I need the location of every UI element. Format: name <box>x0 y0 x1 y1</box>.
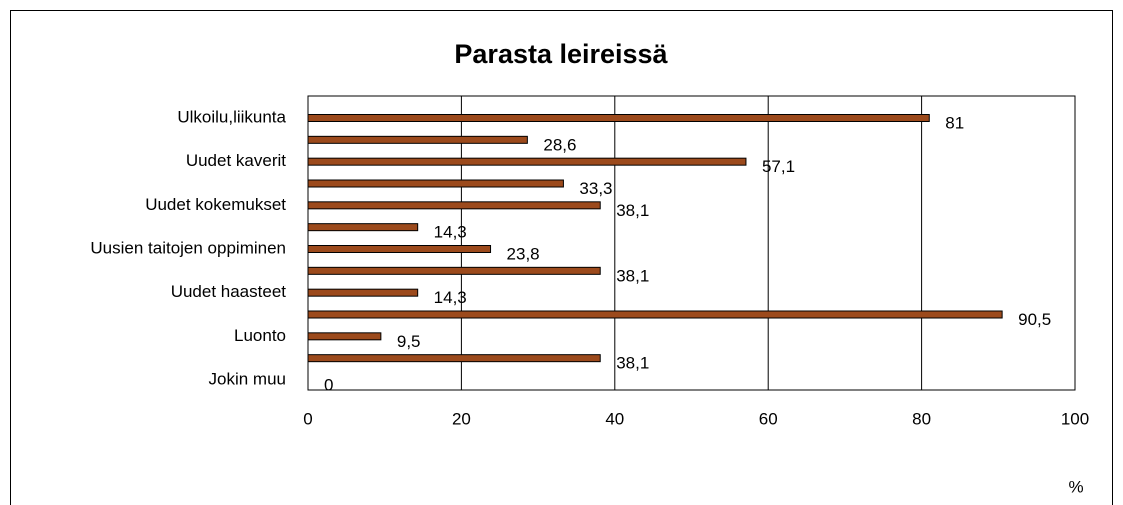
data-label: 14,3 <box>434 288 467 307</box>
y-tick-label: Uudet kokemukset <box>145 195 286 214</box>
bar <box>307 245 492 253</box>
y-tick-label: Uusien taitojen oppiminen <box>90 238 286 257</box>
y-tick-label: Uudet kaverit <box>186 151 286 170</box>
bar <box>307 201 601 210</box>
bar <box>307 157 747 166</box>
x-tick-label: 0 <box>303 409 312 428</box>
y-tick-label: Luonto <box>234 326 286 345</box>
x-tick-label: 100 <box>1061 409 1089 428</box>
chart-frame <box>10 10 1113 505</box>
data-label: 38,1 <box>616 201 649 220</box>
y-tick-label: Jokin muu <box>209 369 286 388</box>
chart-title: Parasta leireissä <box>454 39 668 69</box>
data-label: 81 <box>945 113 964 132</box>
bar <box>307 223 419 232</box>
bar <box>307 114 930 122</box>
data-label: 9,5 <box>397 332 421 351</box>
data-label: 28,6 <box>543 135 576 154</box>
y-tick-label: Uudet haasteet <box>171 282 287 301</box>
x-axis-label: % <box>1068 477 1083 496</box>
data-label: 33,3 <box>579 179 612 198</box>
bar <box>307 179 564 188</box>
x-tick-label: 60 <box>759 409 778 428</box>
bar <box>307 288 419 297</box>
x-tick-label: 80 <box>912 409 931 428</box>
bar <box>307 266 601 275</box>
x-tick-label: 40 <box>605 409 624 428</box>
x-tick-label: 20 <box>452 409 471 428</box>
bar <box>307 354 601 363</box>
data-label: 14,3 <box>434 223 467 242</box>
bar <box>307 135 528 144</box>
data-label: 57,1 <box>762 157 795 176</box>
y-tick-label: Ulkoilu,liikunta <box>177 107 286 126</box>
bar <box>307 310 1003 319</box>
data-label: 23,8 <box>507 244 540 263</box>
data-label: 90,5 <box>1018 310 1051 329</box>
bar <box>307 332 382 341</box>
data-label: 38,1 <box>616 354 649 373</box>
data-label: 0 <box>324 375 333 394</box>
data-label: 38,1 <box>616 266 649 285</box>
